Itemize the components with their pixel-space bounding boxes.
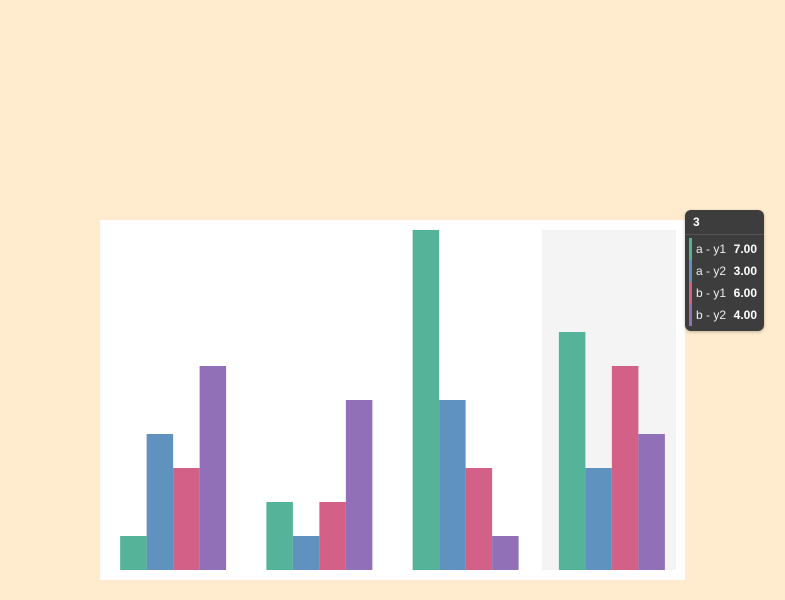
bar[interactable] bbox=[612, 366, 639, 570]
tooltip-row-label: a - y2 bbox=[696, 264, 726, 278]
chart-tooltip: 3 a - y1 7.00 a - y2 3.00 b - y1 6.00 b … bbox=[685, 210, 764, 331]
bar[interactable] bbox=[173, 468, 200, 570]
tooltip-row-label: a - y1 bbox=[696, 242, 726, 256]
bar[interactable] bbox=[585, 468, 612, 570]
bar[interactable] bbox=[319, 502, 346, 570]
tooltip-row-value: 6.00 bbox=[734, 286, 757, 300]
tooltip-swatch bbox=[689, 304, 692, 326]
bar[interactable] bbox=[147, 434, 174, 570]
bar-chart[interactable] bbox=[100, 220, 685, 580]
tooltip-swatch bbox=[689, 260, 692, 282]
tooltip-swatch bbox=[689, 238, 692, 260]
tooltip-row-a-y1: a - y1 7.00 bbox=[685, 238, 764, 260]
bar[interactable] bbox=[346, 400, 373, 570]
bar[interactable] bbox=[439, 400, 466, 570]
tooltip-swatch bbox=[689, 282, 692, 304]
bar[interactable] bbox=[492, 536, 519, 570]
tooltip-row-b-y2: b - y2 4.00 bbox=[685, 304, 764, 326]
tooltip-row-value: 4.00 bbox=[734, 308, 757, 322]
tooltip-title: 3 bbox=[693, 215, 700, 229]
bar[interactable] bbox=[293, 536, 320, 570]
bar[interactable] bbox=[200, 366, 227, 570]
tooltip-row-a-y2: a - y2 3.00 bbox=[685, 260, 764, 282]
bar[interactable] bbox=[413, 230, 440, 570]
tooltip-row-label: b - y1 bbox=[696, 286, 726, 300]
bar[interactable] bbox=[638, 434, 665, 570]
tooltip-divider bbox=[685, 234, 764, 235]
bar[interactable] bbox=[466, 468, 493, 570]
bar[interactable] bbox=[559, 332, 586, 570]
bar[interactable] bbox=[266, 502, 293, 570]
bar[interactable] bbox=[120, 536, 147, 570]
tooltip-row-value: 3.00 bbox=[734, 264, 757, 278]
tooltip-row-label: b - y2 bbox=[696, 308, 726, 322]
chart-panel bbox=[100, 220, 685, 580]
tooltip-row-value: 7.00 bbox=[734, 242, 757, 256]
tooltip-row-b-y1: b - y1 6.00 bbox=[685, 282, 764, 304]
